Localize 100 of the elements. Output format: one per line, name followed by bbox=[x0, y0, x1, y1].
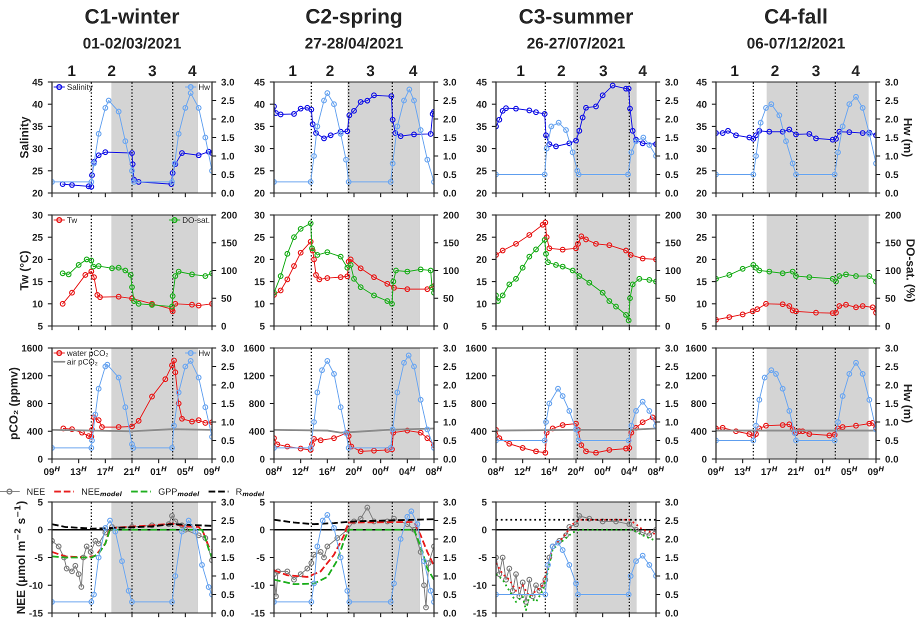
y2-tick-label: 3.0 bbox=[221, 344, 234, 352]
x-tick-label: 05$^{H}$ bbox=[177, 466, 194, 476]
x-tick-label: 08$^{H}$ bbox=[266, 466, 282, 476]
chart-subtitle: 27-28/04/2021 bbox=[305, 37, 403, 49]
y2-tick-label: 3.0 bbox=[443, 344, 456, 352]
y2-tick-label: 1.5 bbox=[886, 134, 898, 142]
text: 2 bbox=[558, 65, 565, 76]
x-tick-label: 09$^{H}$ bbox=[44, 466, 60, 476]
y2-tick-label: 200 bbox=[443, 212, 459, 219]
y2-tick-label: 1.0 bbox=[666, 572, 678, 580]
y2-tick-label: 150 bbox=[666, 239, 681, 246]
y2-tick-label: 1.5 bbox=[666, 554, 678, 562]
y-tick-label: 0 bbox=[482, 526, 487, 534]
text: 3 bbox=[148, 65, 156, 76]
text: 4 bbox=[188, 66, 196, 76]
y2-tick-label: 3.0 bbox=[665, 78, 678, 86]
y2-tick-label: 200 bbox=[885, 212, 901, 219]
x-tick-label: 00$^{H}$ bbox=[594, 466, 611, 476]
x-tick-label: 21$^{H}$ bbox=[124, 466, 140, 476]
x-tick-label: 17$^{H}$ bbox=[97, 466, 114, 476]
y-tick-label: -15 bbox=[251, 610, 265, 617]
text: 3 bbox=[812, 65, 820, 76]
x-tick-label: 17$^{H}$ bbox=[761, 466, 778, 476]
y-tick-label: 0 bbox=[260, 526, 265, 534]
y2-tick-label: 0.0 bbox=[221, 610, 234, 617]
y-tick-label: 10 bbox=[254, 300, 265, 308]
y2-tick-label: 0 bbox=[885, 322, 890, 330]
y-tick-label: -10 bbox=[251, 582, 265, 589]
y2-tick-label: 3.0 bbox=[221, 78, 234, 86]
y2-tick-label: 2.0 bbox=[665, 116, 678, 123]
y-tick-label: -15 bbox=[29, 610, 43, 617]
y-tick-label: 25 bbox=[254, 234, 265, 241]
y-tick-label: 800 bbox=[471, 400, 487, 408]
y2-tick-label: 100 bbox=[444, 267, 459, 274]
y-tick-label: 400 bbox=[26, 428, 43, 435]
y-tick-label: 30 bbox=[696, 145, 707, 152]
y-axis-title: Salinity bbox=[20, 116, 31, 158]
y-tick-label: 25 bbox=[476, 168, 487, 174]
text: 2 bbox=[326, 65, 334, 76]
y2-tick-label: 150 bbox=[222, 239, 237, 246]
y2-tick-label: 2.5 bbox=[885, 363, 898, 370]
y-tick-label: 25 bbox=[696, 168, 707, 174]
text: 2 bbox=[771, 65, 779, 76]
y-tick-label: 5 bbox=[702, 322, 707, 330]
y-tick-label: 20 bbox=[254, 190, 265, 197]
y2-axis-title: DO-sat. (%) bbox=[904, 239, 916, 302]
y-tick-label: 5 bbox=[260, 322, 265, 330]
legend-label: water pCO₂ bbox=[66, 350, 108, 358]
legend-label: DO-sat. bbox=[182, 217, 210, 223]
y-tick-label: 45 bbox=[32, 78, 43, 86]
y2-tick-label: 2.5 bbox=[665, 517, 678, 524]
y2-tick-label: 150 bbox=[444, 239, 459, 246]
y2-tick-label: 1.0 bbox=[444, 418, 456, 426]
x-tick-label: 09$^{H}$ bbox=[708, 466, 724, 476]
y2-tick-label: 0 bbox=[221, 322, 226, 330]
legend-label: Tw bbox=[67, 217, 78, 223]
y2-tick-label: 2.5 bbox=[443, 97, 456, 104]
text: 4 bbox=[638, 66, 647, 76]
y2-tick-label: 100 bbox=[886, 267, 901, 274]
y2-tick-label: 0 bbox=[443, 322, 448, 330]
y2-tick-label: 1.5 bbox=[222, 400, 234, 408]
y-tick-label: 5 bbox=[482, 498, 487, 506]
y2-tick-label: 0.5 bbox=[665, 171, 678, 178]
y-tick-label: -15 bbox=[473, 610, 487, 617]
y-tick-label: 1600 bbox=[466, 344, 487, 352]
y2-tick-label: 100 bbox=[666, 267, 681, 274]
y2-tick-label: 2.5 bbox=[665, 97, 678, 104]
y2-tick-label: 2.5 bbox=[665, 363, 678, 370]
x-tick-label: 01$^{H}$ bbox=[150, 466, 167, 476]
y2-tick-label: 0 bbox=[665, 322, 670, 330]
y2-tick-label: 0.5 bbox=[665, 437, 678, 444]
y-tick-label: 40 bbox=[696, 100, 707, 108]
y2-tick-label: 3.0 bbox=[443, 78, 456, 86]
y-tick-label: 30 bbox=[254, 212, 265, 219]
y2-tick-label: 50 bbox=[443, 294, 454, 302]
text: 1 bbox=[68, 66, 76, 76]
x-tick-label: 12$^{H}$ bbox=[292, 466, 309, 476]
x-tick-label: 13$^{H}$ bbox=[734, 466, 751, 476]
y-tick-label: 400 bbox=[470, 428, 487, 435]
y2-tick-label: 2.0 bbox=[443, 116, 456, 123]
y2-tick-label: 2.0 bbox=[443, 382, 456, 389]
y2-tick-label: 0.5 bbox=[885, 437, 898, 444]
text: 4 bbox=[409, 66, 418, 76]
x-tick-label: 04$^{H}$ bbox=[399, 466, 416, 476]
x-tick-label: 21$^{H}$ bbox=[788, 466, 804, 476]
y2-tick-label: 3.0 bbox=[665, 498, 678, 506]
y-tick-label: 1200 bbox=[244, 372, 265, 380]
y2-tick-label: 0.5 bbox=[221, 171, 234, 178]
x-tick-label: 09$^{H}$ bbox=[868, 466, 884, 476]
y2-tick-label: 50 bbox=[885, 294, 896, 302]
y2-tick-label: 0.0 bbox=[665, 610, 678, 617]
y2-tick-label: 0.0 bbox=[443, 610, 456, 617]
y-tick-label: 1200 bbox=[466, 372, 487, 380]
y-tick-label: 25 bbox=[32, 168, 43, 174]
y-tick-label: 10 bbox=[476, 300, 487, 308]
chart-subtitle: 26-27/07/2021 bbox=[527, 37, 625, 49]
x-tick-label: 20$^{H}$ bbox=[568, 466, 584, 476]
y2-tick-label: 0.5 bbox=[885, 171, 898, 178]
x-tick-label: 01$^{H}$ bbox=[814, 466, 831, 476]
y-tick-label: 400 bbox=[690, 428, 707, 435]
